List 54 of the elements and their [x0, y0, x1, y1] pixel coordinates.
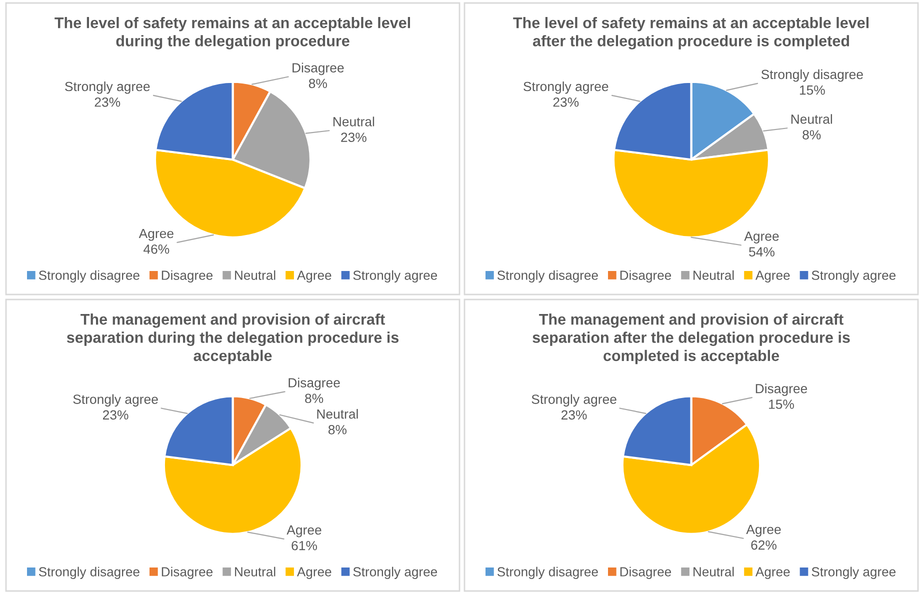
legend-label: Agree — [296, 567, 332, 579]
legend-label: Agree — [755, 567, 790, 579]
slice-label: Neutral — [791, 114, 832, 124]
data-label: 15% — [800, 85, 825, 95]
slice-label: Strongly agree — [524, 81, 608, 94]
legend-label: Strongly agree — [812, 270, 896, 282]
slice-label: Agree — [286, 525, 322, 538]
chart-title: The level of safety remains at an acceptable level after the delegation procedure is completed — [513, 17, 869, 50]
legend-label: Neutral — [694, 270, 734, 280]
slice-label: Disagree — [756, 384, 808, 396]
chart-title: The management and provision of aircraft separation during the delegation procedure is acceptable — [66, 314, 399, 364]
slice-label: Agree — [138, 228, 174, 241]
legend-label: Disagree — [620, 566, 672, 579]
legend-label: Strongly disagree — [497, 270, 598, 282]
slice-label: Neutral — [333, 116, 374, 126]
data-label: 8% — [308, 78, 327, 88]
data-label: 15% — [769, 400, 794, 409]
legend-label: Neutral — [235, 566, 276, 576]
legend-label: Strongly agree — [353, 566, 438, 579]
data-label: 23% — [553, 97, 579, 107]
slice-label: Strongly disagree — [761, 69, 863, 82]
slice-label: Strongly agree — [73, 394, 158, 407]
data-label: 61% — [292, 540, 317, 550]
data-label: 46% — [144, 244, 170, 254]
legend-label: Strongly disagree — [38, 566, 140, 579]
data-label: 8% — [305, 394, 324, 404]
data-label: 54% — [749, 247, 774, 256]
slice-label: Disagree — [292, 62, 344, 76]
chart-title: The level of safety remains at an acceptable level during the delegation procedure — [54, 17, 410, 50]
slice-label: Strongly agree — [65, 81, 150, 94]
slice-label: Agree — [746, 524, 781, 537]
data-label: 8% — [328, 424, 346, 434]
legend-label: Neutral — [235, 270, 276, 280]
data-label: 8% — [802, 130, 821, 140]
slice-label: Disagree — [288, 378, 340, 390]
slice-label: Strongly agree — [532, 394, 616, 407]
data-label: 62% — [751, 540, 776, 550]
data-label: 23% — [341, 132, 366, 142]
chart-title: The management and provision of aircraft separation after the delegation procedure is completed is acceptable — [532, 314, 850, 364]
legend-label: Disagree — [620, 270, 672, 282]
legend-label: Agree — [296, 270, 332, 282]
legend-label: Strongly agree — [812, 566, 896, 579]
legend-label: Disagree — [162, 566, 213, 579]
slice-label: Neutral — [317, 409, 358, 419]
legend-label: Agree — [755, 270, 790, 282]
legend-label: Disagree — [162, 270, 213, 282]
legend-label: Strongly disagree — [38, 270, 140, 282]
data-label: 23% — [102, 410, 128, 420]
legend-label: Strongly agree — [353, 270, 438, 282]
slice-label: Agree — [744, 232, 779, 244]
data-label: 23% — [561, 410, 587, 420]
data-label: 23% — [94, 97, 120, 107]
legend-label: Strongly disagree — [497, 566, 598, 579]
legend-label: Neutral — [694, 566, 734, 576]
